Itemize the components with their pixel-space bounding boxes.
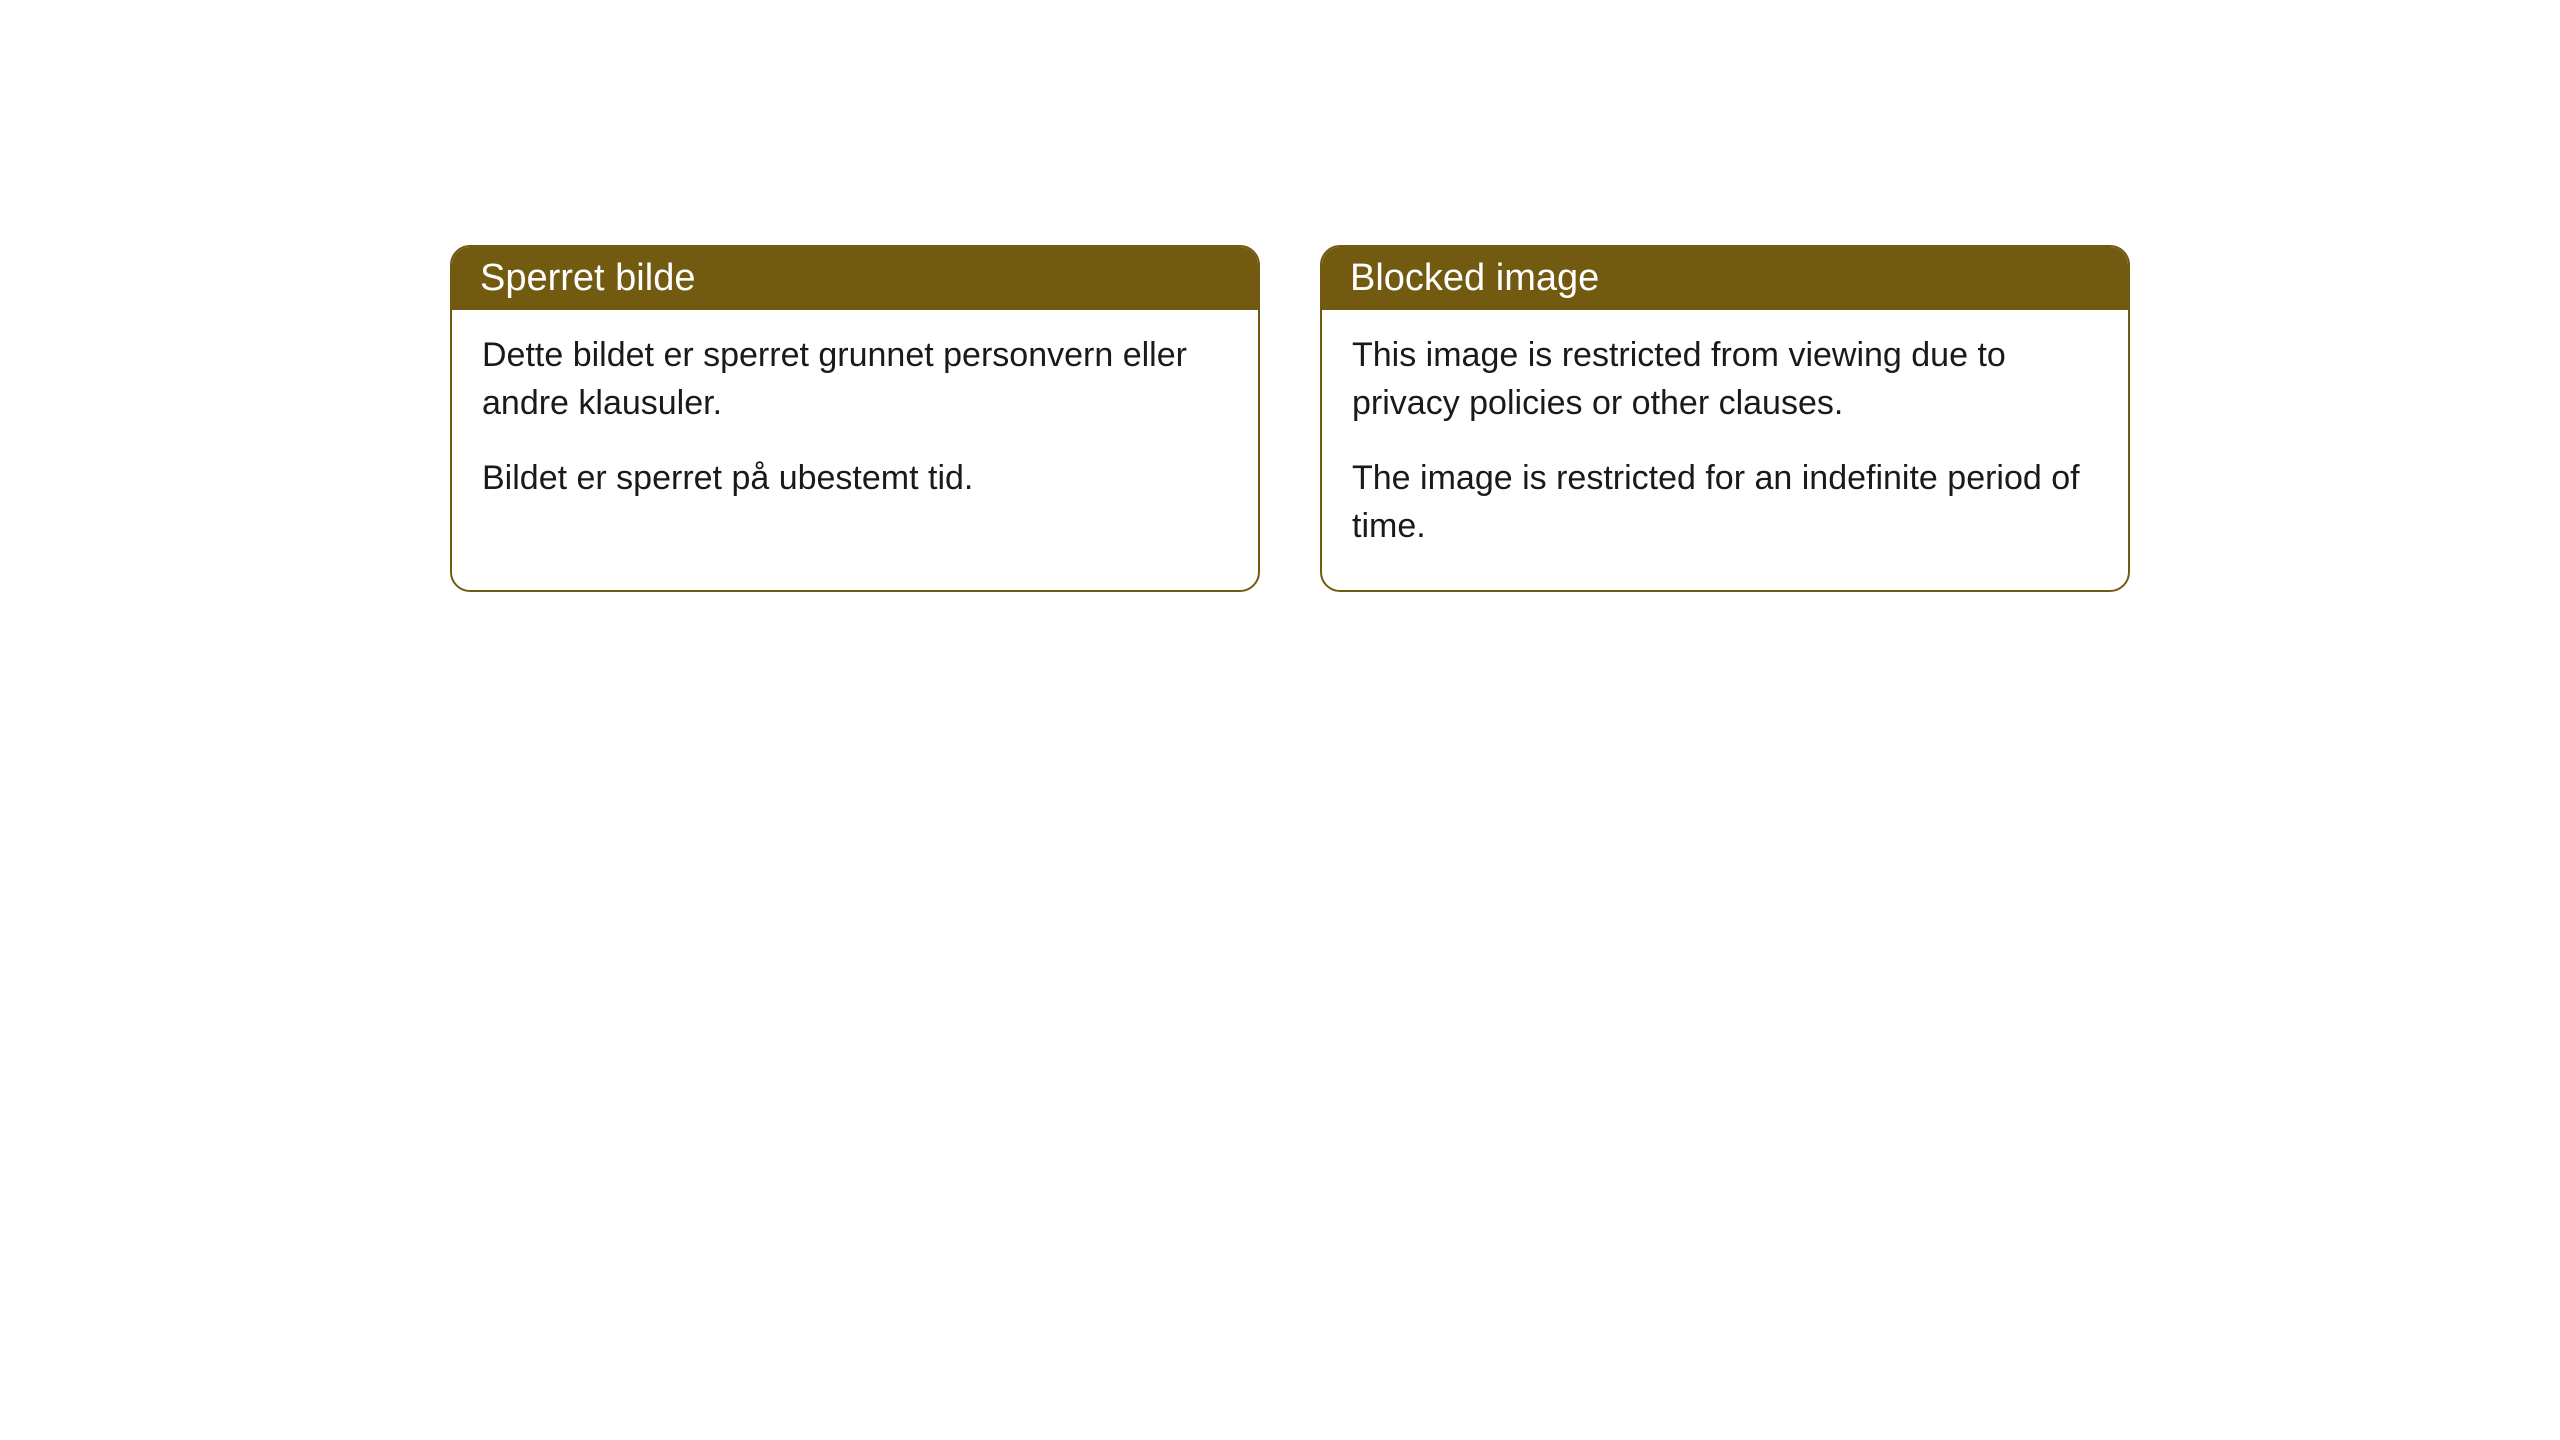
- cards-container: Sperret bilde Dette bildet er sperret gr…: [0, 0, 2560, 592]
- card-paragraph: The image is restricted for an indefinit…: [1352, 455, 2098, 550]
- card-paragraph: Dette bildet er sperret grunnet personve…: [482, 332, 1228, 427]
- card-norwegian: Sperret bilde Dette bildet er sperret gr…: [450, 245, 1260, 592]
- card-body-norwegian: Dette bildet er sperret grunnet personve…: [452, 310, 1258, 543]
- card-header-norwegian: Sperret bilde: [452, 247, 1258, 310]
- card-paragraph: This image is restricted from viewing du…: [1352, 332, 2098, 427]
- card-title: Blocked image: [1350, 257, 1599, 299]
- card-title: Sperret bilde: [480, 257, 695, 299]
- card-paragraph: Bildet er sperret på ubestemt tid.: [482, 455, 1228, 503]
- card-english: Blocked image This image is restricted f…: [1320, 245, 2130, 592]
- card-header-english: Blocked image: [1322, 247, 2128, 310]
- card-body-english: This image is restricted from viewing du…: [1322, 310, 2128, 590]
